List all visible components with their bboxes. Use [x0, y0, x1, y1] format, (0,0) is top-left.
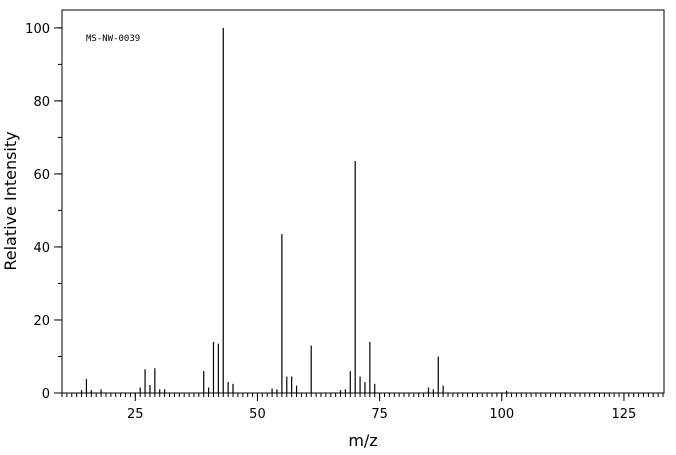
x-tick-label: 75 [371, 407, 388, 422]
y-tick-label: 80 [33, 95, 50, 110]
x-tick-label: 100 [489, 407, 514, 422]
y-tick-label: 100 [25, 22, 50, 37]
annotation: MS-NW-0039 [86, 34, 140, 44]
y-tick-label: 60 [33, 168, 50, 183]
plot-frame [61, 9, 665, 394]
x-tick-label: 50 [249, 407, 266, 422]
x-tick-label: 25 [127, 407, 144, 422]
y-tick-label: 20 [33, 314, 50, 329]
y-tick-label: 0 [42, 387, 50, 402]
x-axis-title: m/z [348, 431, 377, 450]
y-tick-label: 40 [33, 241, 50, 256]
x-tick-label: 125 [612, 407, 637, 422]
y-axis-title: Relative Intensity [1, 131, 20, 270]
